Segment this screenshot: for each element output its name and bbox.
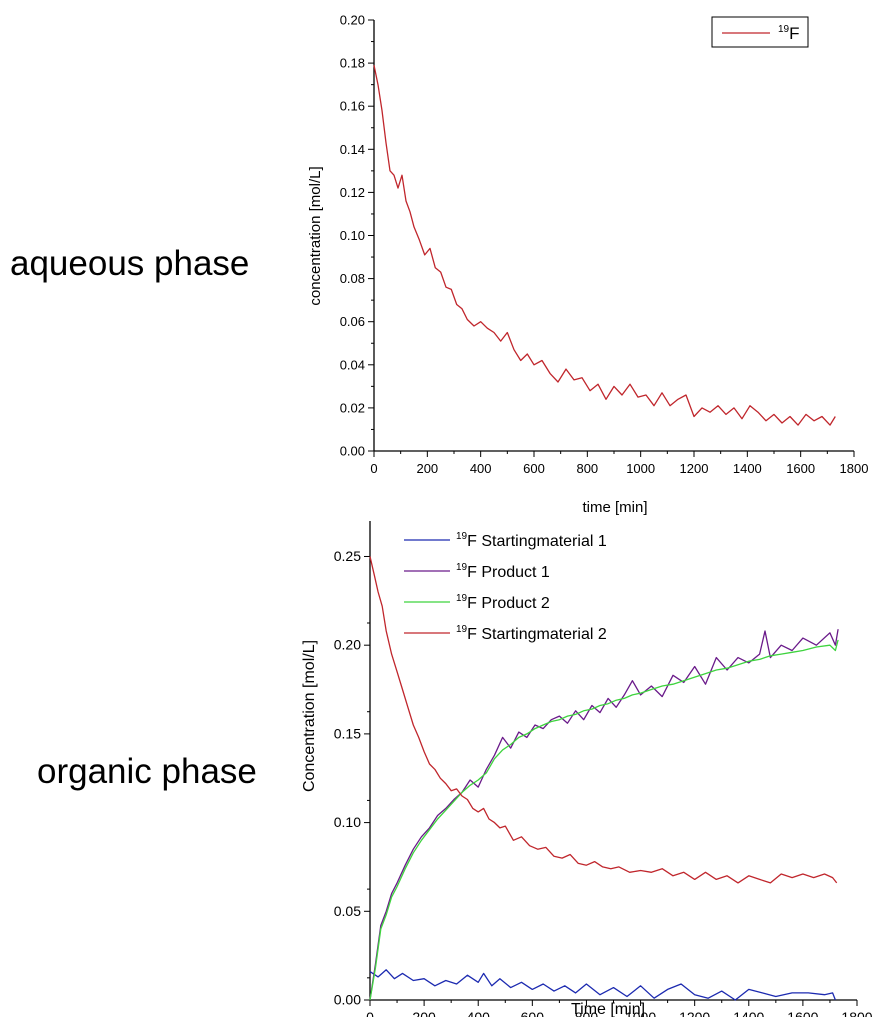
aqueous-y-tick-label: 0.12 bbox=[340, 185, 365, 200]
organic-x-axis-label: Time [min] bbox=[571, 1001, 645, 1017]
aqueous-x-tick-label: 1000 bbox=[626, 461, 655, 476]
organic-legend-isotope-3: 19 bbox=[456, 593, 468, 604]
aqueous-legend-label-1: 19F bbox=[778, 24, 800, 43]
aqueous-phase-label: aqueous phase bbox=[10, 244, 250, 283]
aqueous-y-tick-label: 0.20 bbox=[340, 13, 365, 28]
organic-y-tick-label: 0.20 bbox=[334, 637, 361, 653]
aqueous-x-axis-label: time [min] bbox=[582, 499, 647, 516]
organic-legend-name-4: F Startingmaterial 2 bbox=[467, 626, 607, 643]
organic-y-tick-label: 0.15 bbox=[334, 725, 361, 741]
aqueous-x-tick-label: 600 bbox=[523, 461, 545, 476]
aqueous-legend-isotope-1: 19 bbox=[778, 24, 790, 35]
organic-x-tick-label: 1800 bbox=[841, 1009, 872, 1017]
aqueous-y-tick-label: 0.16 bbox=[340, 99, 365, 114]
organic-legend-isotope-1: 19 bbox=[456, 531, 468, 542]
aqueous-x-tick-label: 1200 bbox=[680, 461, 709, 476]
aqueous-phase-chart: concentration [mol/L] time [min] 0.00 0.0… bbox=[307, 13, 868, 517]
aqueous-y-axis-label: concentration [mol/L] bbox=[307, 166, 324, 305]
organic-x-tick-label: 1600 bbox=[787, 1009, 818, 1017]
organic-legend-name-1: F Startingmaterial 1 bbox=[467, 533, 607, 550]
organic-x-tick-label: 1400 bbox=[733, 1009, 764, 1017]
aqueous-y-tick-label: 0.14 bbox=[340, 142, 365, 157]
aqueous-y-tick-label: 0.08 bbox=[340, 271, 365, 286]
aqueous-x-tick-label: 1600 bbox=[786, 461, 815, 476]
organic-series-line-1 bbox=[369, 969, 837, 1001]
organic-legend-label-3: 19F Product 2 bbox=[456, 593, 550, 612]
aqueous-legend-name-1: F bbox=[789, 24, 799, 43]
organic-y-axis-label: Concentration [mol/L] bbox=[301, 640, 318, 792]
organic-phase-chart: Concentration [mol/L] Time [min] 0.00 0.0… bbox=[301, 521, 873, 1017]
organic-y-tick-label: 0.10 bbox=[334, 814, 361, 830]
organic-phase-label: organic phase bbox=[37, 752, 257, 791]
aqueous-y-tick-label: 0.18 bbox=[340, 56, 365, 71]
organic-legend-name-3: F Product 2 bbox=[467, 595, 550, 612]
aqueous-y-tick-label: 0.06 bbox=[340, 314, 365, 329]
organic-y-tick-label: 0.05 bbox=[334, 903, 361, 919]
organic-x-tick-label: 400 bbox=[467, 1009, 491, 1017]
organic-legend-isotope-2: 19 bbox=[456, 562, 468, 573]
organic-x-tick-label: 800 bbox=[575, 1009, 599, 1017]
aqueous-x-tick-label: 200 bbox=[416, 461, 438, 476]
organic-legend-label-4: 19F Startingmaterial 2 bbox=[456, 624, 607, 643]
organic-series-line-4 bbox=[369, 556, 838, 884]
organic-series-line-2 bbox=[369, 629, 839, 1001]
organic-legend-isotope-4: 19 bbox=[456, 624, 468, 635]
organic-y-tick-label: 0.00 bbox=[334, 992, 361, 1008]
organic-x-tick-label: 1000 bbox=[625, 1009, 656, 1017]
aqueous-y-tick-label: 0.10 bbox=[340, 228, 365, 243]
aqueous-y-tick-label: 0.04 bbox=[340, 357, 365, 372]
organic-x-tick-label: 200 bbox=[412, 1009, 436, 1017]
aqueous-x-tick-label: 400 bbox=[470, 461, 492, 476]
aqueous-x-tick-label: 800 bbox=[576, 461, 598, 476]
aqueous-legend-box bbox=[711, 16, 809, 48]
aqueous-y-tick-label: 0.02 bbox=[340, 400, 365, 415]
organic-legend-label-1: 19F Startingmaterial 1 bbox=[456, 531, 607, 550]
organic-series-line-3 bbox=[369, 639, 839, 1001]
organic-legend-label-2: 19F Product 1 bbox=[456, 562, 550, 581]
organic-x-tick-label: 1200 bbox=[679, 1009, 710, 1017]
aqueous-y-tick-label: 0.00 bbox=[340, 444, 365, 459]
organic-y-tick-label: 0.25 bbox=[334, 548, 361, 564]
organic-x-tick-label: 0 bbox=[366, 1009, 374, 1017]
aqueous-x-tick-label: 1800 bbox=[840, 461, 869, 476]
organic-x-tick-label: 600 bbox=[521, 1009, 545, 1017]
organic-legend-name-2: F Product 1 bbox=[467, 564, 550, 581]
aqueous-x-tick-label: 1400 bbox=[733, 461, 762, 476]
aqueous-x-tick-label: 0 bbox=[370, 461, 377, 476]
aqueous-series-line-1 bbox=[373, 65, 836, 426]
